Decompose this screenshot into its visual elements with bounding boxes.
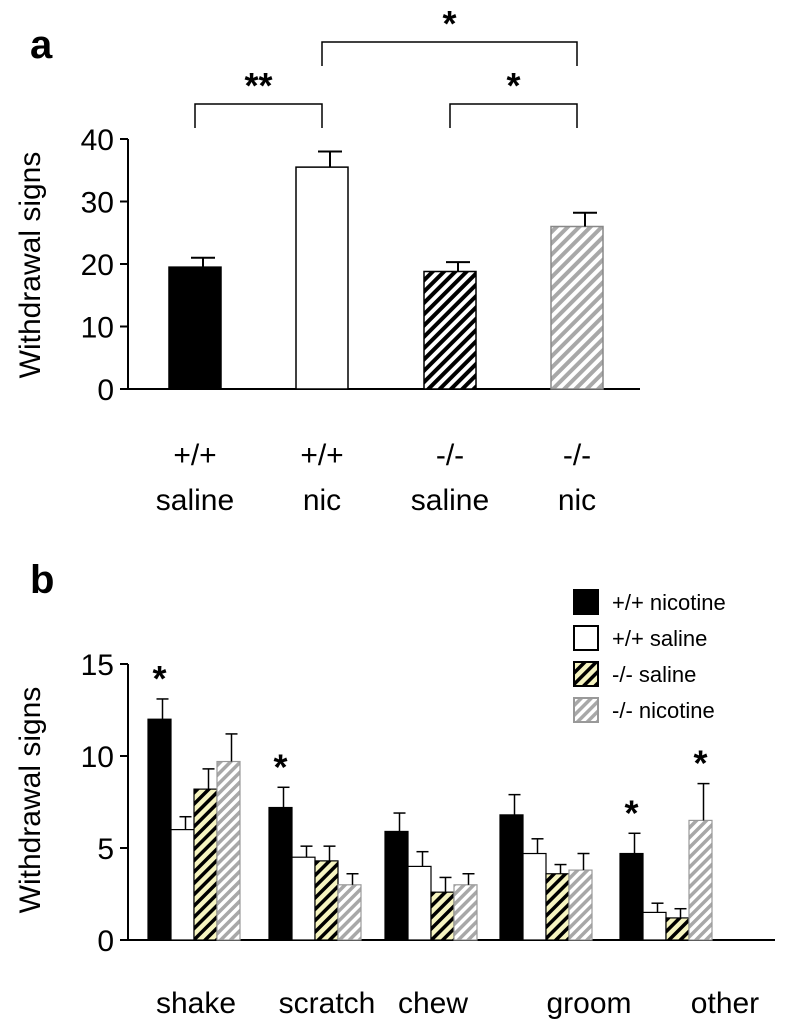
panel-b-legend-swatch bbox=[573, 661, 599, 687]
panel-a-bar bbox=[295, 166, 349, 390]
panel-b-category-label: groom bbox=[546, 987, 631, 1020]
panel-a-y-tick-label: 0 bbox=[97, 374, 114, 407]
panel-a-category-genotype: -/- bbox=[436, 439, 464, 472]
panel-b-bar bbox=[193, 788, 218, 941]
panel-b-bar bbox=[665, 917, 690, 941]
panel-a-category-genotype: +/+ bbox=[173, 439, 216, 472]
panel-b-legend-label: +/+ saline bbox=[612, 626, 707, 651]
panel-b-bar bbox=[291, 856, 316, 941]
panel-b-category-label: scratch bbox=[279, 987, 376, 1020]
panel-b-bar bbox=[453, 884, 478, 941]
panel-b-significance-star: * bbox=[152, 658, 166, 699]
panel-b-bar bbox=[568, 869, 593, 941]
panel-b-y-axis-label: Withdrawal signs bbox=[14, 687, 47, 914]
panel-b-significance-star: * bbox=[624, 792, 638, 833]
panel-a-bar bbox=[168, 266, 222, 390]
panel-b-category-label: shake bbox=[156, 987, 236, 1020]
panel-b-bar bbox=[522, 852, 547, 941]
panel-b-label: b bbox=[30, 558, 54, 602]
panel-a-label: a bbox=[30, 23, 53, 67]
panel-a-significance-bracket bbox=[449, 103, 578, 128]
panel-a-significance-label: * bbox=[506, 65, 520, 106]
panel-b-bar bbox=[170, 828, 195, 941]
panel-a-y-tick-label: 40 bbox=[81, 124, 114, 157]
panel-a-significance-bracket bbox=[194, 103, 323, 128]
panel-b-bar bbox=[216, 760, 241, 941]
panel-a-y-tick-label: 30 bbox=[81, 187, 114, 220]
panel-b-legend-label: +/+ nicotine bbox=[612, 590, 726, 615]
panel-b-bar bbox=[430, 891, 455, 941]
panel-b-significance-star: * bbox=[273, 746, 287, 787]
panel-a-category-treatment: nic bbox=[303, 484, 341, 517]
panel-b-significance-star: * bbox=[693, 743, 707, 784]
panel-a-y-tick-label: 10 bbox=[81, 312, 114, 345]
panel-a-bar bbox=[550, 225, 604, 390]
panel-a-significance-bracket bbox=[321, 41, 578, 66]
panel-a-category-genotype: +/+ bbox=[300, 439, 343, 472]
panel-b-bar bbox=[268, 806, 293, 941]
panel-b-bar bbox=[384, 830, 409, 941]
panel-b-bar bbox=[337, 884, 362, 941]
panel-a-y-tick-label: 20 bbox=[81, 249, 114, 282]
panel-b-y-tick-label: 0 bbox=[97, 925, 114, 958]
panel-b-legend-label: -/- saline bbox=[612, 662, 696, 687]
panel-a-category-treatment: saline bbox=[411, 484, 489, 517]
panel-b-bar bbox=[314, 860, 339, 941]
panel-a-category-genotype: -/- bbox=[563, 439, 591, 472]
panel-b-bar bbox=[545, 873, 570, 941]
panel-a-bar bbox=[423, 270, 477, 390]
panel-b-y-tick-label: 15 bbox=[81, 649, 114, 682]
panel-b-y-tick-label: 10 bbox=[81, 741, 114, 774]
panel-b-legend-label: -/- nicotine bbox=[612, 698, 715, 723]
panel-a-significance-label: * bbox=[442, 3, 456, 44]
panel-b-bar bbox=[499, 814, 524, 941]
panel-b-legend-swatch bbox=[573, 625, 599, 651]
panel-b-category-label: chew bbox=[398, 987, 468, 1020]
panel-b: b Withdrawal signs 0 5 10 15 * * * * shake scra… bbox=[14, 558, 775, 1020]
panel-b-bar bbox=[642, 911, 667, 941]
panel-b-bar bbox=[619, 852, 644, 941]
panel-b-bar bbox=[407, 865, 432, 941]
panel-a-category-treatment: nic bbox=[558, 484, 596, 517]
panel-b-y-tick-label: 5 bbox=[97, 833, 114, 866]
panel-b-bar bbox=[688, 819, 713, 941]
panel-a-y-axis-label: Withdrawal signs bbox=[14, 152, 47, 379]
panel-a-category-treatment: saline bbox=[156, 484, 234, 517]
panel-b-legend-swatch bbox=[573, 697, 599, 723]
panel-a-significance-label: ** bbox=[244, 65, 272, 106]
panel-b-bar bbox=[147, 718, 172, 941]
panel-b-category-label: other bbox=[691, 987, 759, 1020]
panel-b-legend-swatch bbox=[573, 589, 599, 615]
